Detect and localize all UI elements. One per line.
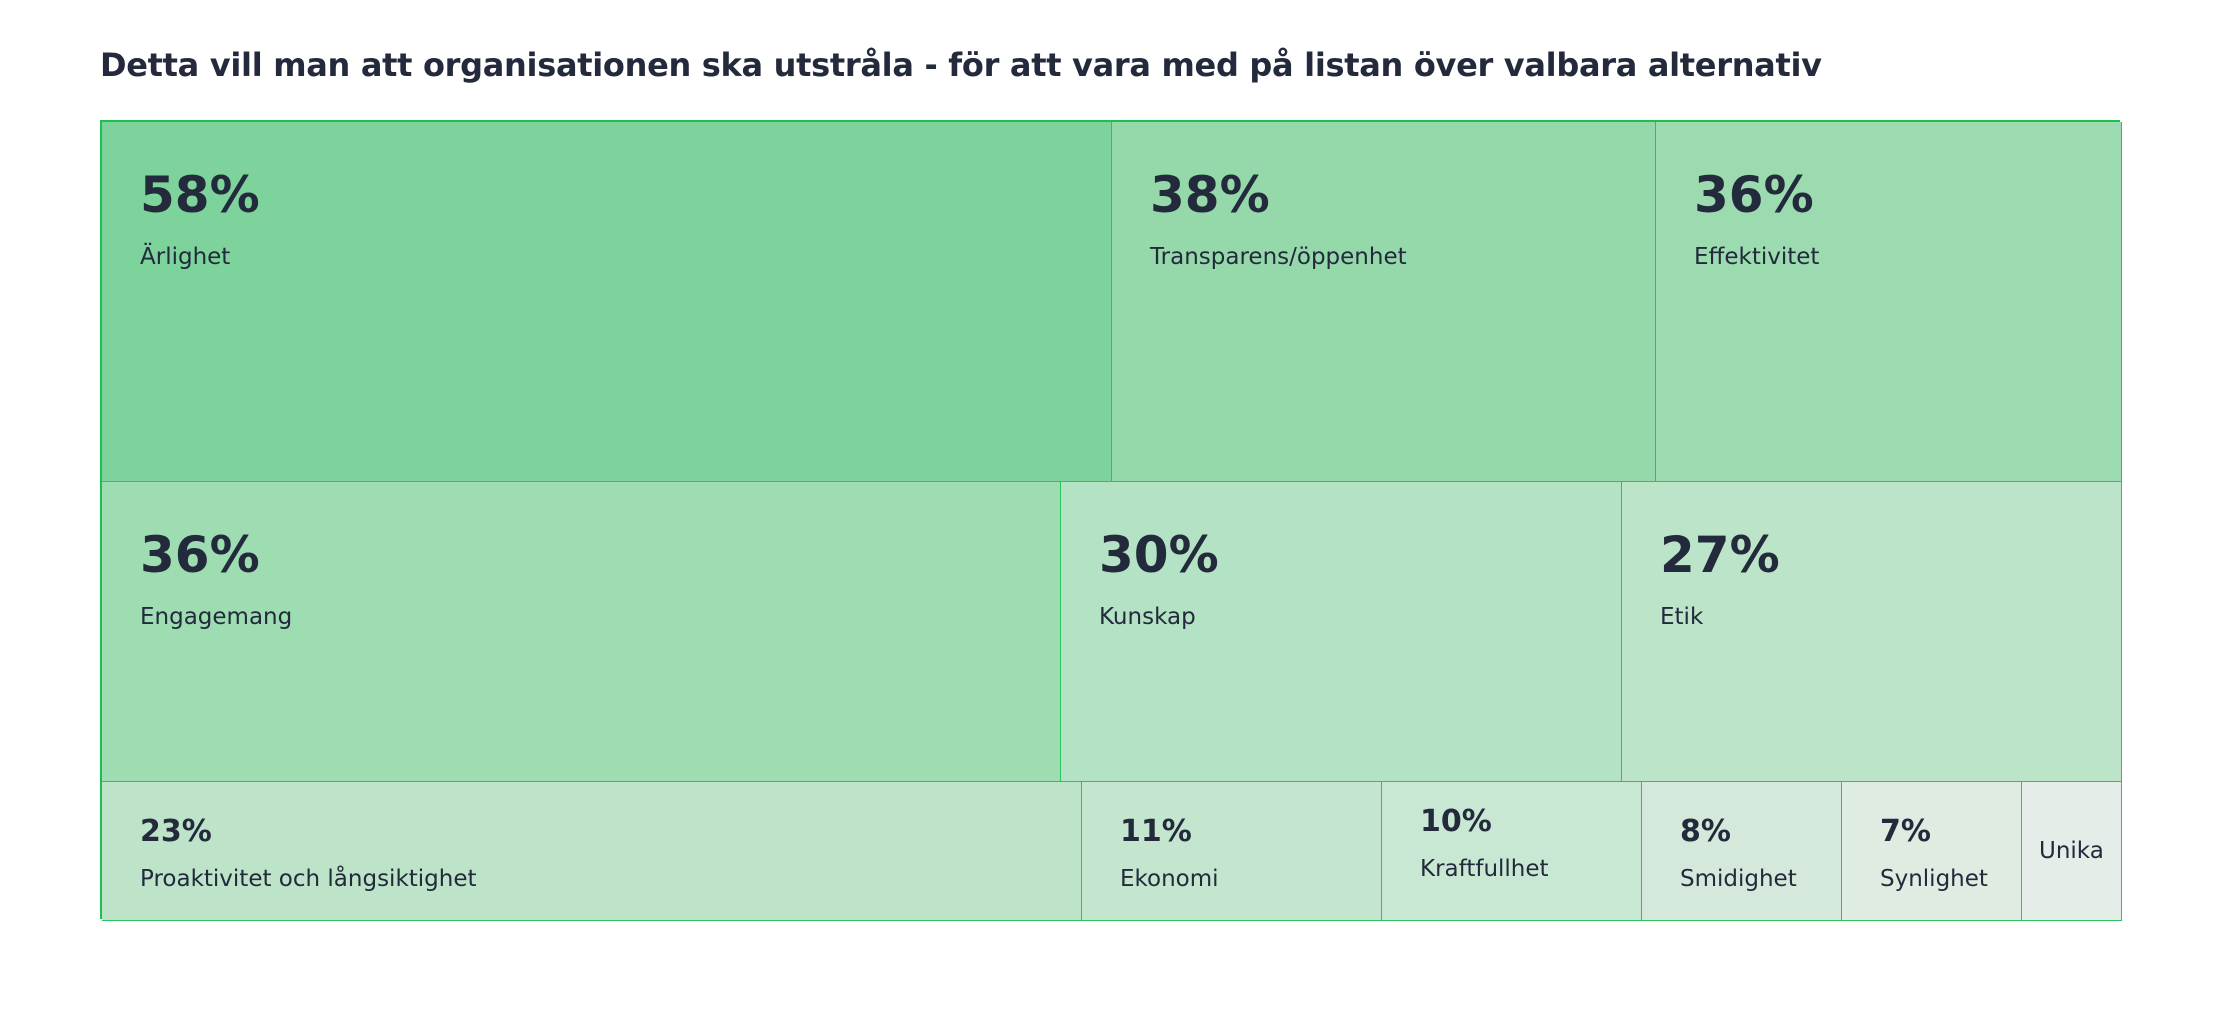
treemap-cell-transparens-öppenhet: 38% Transparens/öppenhet <box>1112 122 1656 482</box>
treemap-cell-ekonomi: 11% Ekonomi <box>1082 782 1382 921</box>
treemap-cell-smidighet: 8% Smidighet <box>1642 782 1842 921</box>
cell-label: Synlighet <box>1880 866 1988 892</box>
cell-value: 36% <box>1694 166 1814 224</box>
cell-label: Engagemang <box>140 604 293 630</box>
cell-value: 11% <box>1120 814 1192 849</box>
cell-label: Smidighet <box>1680 866 1797 892</box>
treemap-cell-kunskap: 30% Kunskap <box>1061 482 1622 782</box>
treemap-cell-kraftfullhet: 10% Kraftfullhet <box>1382 782 1642 921</box>
treemap: 58% Ärlighet 38% Transparens/öppenhet 36% Eff… <box>100 120 2122 921</box>
cell-label: Transparens/öppenhet <box>1150 244 1407 270</box>
cell-value: 8% <box>1680 814 1731 849</box>
cell-label: Effektivitet <box>1694 244 1820 270</box>
treemap-cell-proaktivitet-och-långsiktighet: 23% Proaktivitet och långsiktighet <box>102 782 1082 921</box>
cell-label: Kraftfullhet <box>1420 856 1549 882</box>
cell-label: Ekonomi <box>1120 866 1219 892</box>
cell-value: 36% <box>140 526 260 584</box>
treemap-cell-unika: Unika <box>2022 782 2122 921</box>
cell-value: 23% <box>140 814 212 849</box>
cell-label: Ärlighet <box>140 244 231 270</box>
chart-title: Detta vill man att organisationen ska ut… <box>100 46 1822 84</box>
treemap-cell-synlighet: 7% Synlighet <box>1842 782 2022 921</box>
treemap-cell-ärlighet: 58% Ärlighet <box>102 122 1112 482</box>
treemap-cell-etik: 27% Etik <box>1622 482 2122 782</box>
cell-value: 10% <box>1420 804 1492 839</box>
cell-value: 58% <box>140 166 260 224</box>
cell-value: 7% <box>1880 814 1931 849</box>
cell-label: Etik <box>1660 604 1704 630</box>
treemap-cell-effektivitet: 36% Effektivitet <box>1656 122 2122 482</box>
cell-label: Kunskap <box>1099 604 1196 630</box>
cell-value: 30% <box>1099 526 1219 584</box>
cell-value: 38% <box>1150 166 1270 224</box>
cell-label: Proaktivitet och långsiktighet <box>140 866 477 892</box>
cell-label: Unika <box>2039 838 2104 864</box>
cell-value: 27% <box>1660 526 1780 584</box>
treemap-cell-engagemang: 36% Engagemang <box>102 482 1061 782</box>
